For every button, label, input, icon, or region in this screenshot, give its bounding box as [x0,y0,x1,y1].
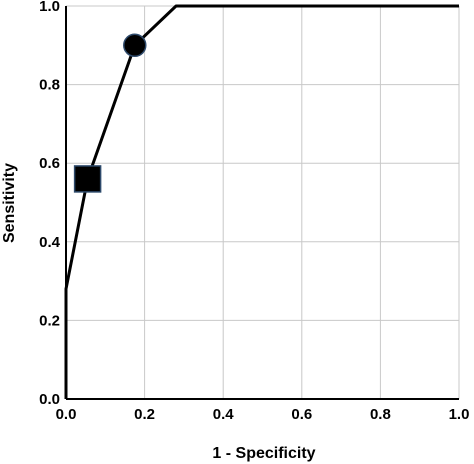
y-tick-label: 0.8 [39,77,60,94]
y-tick-label: 0.4 [39,234,61,251]
markers [73,33,147,193]
x-tick-label: 0.0 [56,406,77,423]
y-axis-title: Sensitivity [1,163,18,243]
y-tick-label: 0.2 [39,312,60,329]
y-tick-label: 0.6 [39,155,60,172]
x-tick-labels: 0.0 0.2 0.4 0.6 0.8 1.0 [56,406,470,423]
y-tick-labels: 0.0 0.2 0.4 0.6 0.8 1.0 [39,0,61,408]
y-tick-label: 0.0 [39,391,60,408]
square-marker [73,165,102,193]
series [64,4,459,399]
roc-curve-line [64,4,459,399]
x-tick-label: 0.4 [213,406,235,423]
x-tick-label: 0.8 [370,406,391,423]
grid [66,5,460,399]
x-axis-title: 1 - Specificity [212,445,315,462]
x-tick-label: 0.2 [134,406,155,423]
axes [65,6,459,400]
y-tick-label: 1.0 [39,0,60,15]
x-tick-label: 0.6 [291,406,312,423]
x-tick-label: 1.0 [449,406,470,423]
circle-marker [123,33,147,58]
